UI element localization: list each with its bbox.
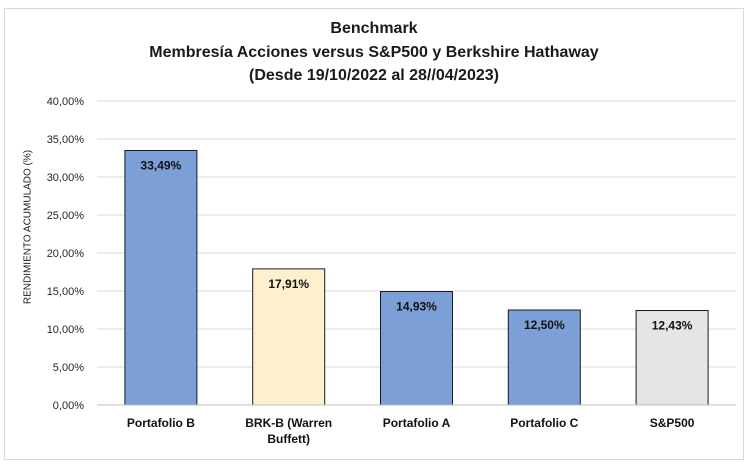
- bar: [380, 291, 453, 406]
- y-tick-label: 0,00%: [53, 400, 84, 412]
- chart-title-line-3: (Desde 19/10/2022 al 28//04/2023): [249, 67, 499, 84]
- y-tick-label: 30,00%: [47, 172, 85, 184]
- bar: [252, 268, 326, 406]
- y-tick-label: 25,00%: [47, 210, 85, 222]
- x-tick-label: BRK-B (Warren: [245, 416, 332, 430]
- data-label: 14,93%: [396, 300, 437, 314]
- x-tick-label: Portafolio A: [383, 416, 451, 430]
- x-tick-label: Portafolio B: [127, 416, 195, 430]
- data-label: 12,50%: [524, 318, 565, 332]
- data-label: 17,91%: [268, 277, 309, 291]
- bar: [635, 310, 709, 406]
- data-label: 33,49%: [141, 158, 182, 172]
- y-tick-label: 35,00%: [47, 134, 85, 146]
- chart-title-line-1: Benchmark: [330, 20, 418, 37]
- x-tick-label: Portafolio C: [510, 416, 578, 430]
- y-tick-label: 20,00%: [47, 248, 85, 260]
- x-tick-label: S&P500: [650, 416, 695, 430]
- y-tick-label: 15,00%: [47, 286, 85, 298]
- chart-title-line-2: Membresía Acciones versus S&P500 y Berks…: [149, 44, 599, 61]
- y-tick-label: 10,00%: [47, 324, 85, 336]
- y-tick-label: 40,00%: [47, 96, 85, 108]
- bar: [124, 149, 198, 406]
- y-tick-label: 5,00%: [53, 362, 84, 374]
- data-label: 12,43%: [652, 319, 693, 333]
- x-tick-label: Buffett): [267, 432, 310, 446]
